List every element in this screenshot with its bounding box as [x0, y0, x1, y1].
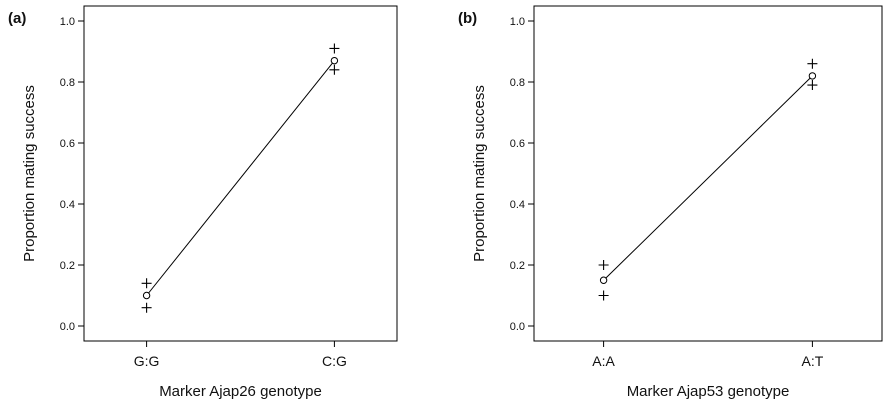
panel-label: (a)	[8, 10, 26, 27]
panel-label: (b)	[458, 10, 477, 27]
x-axis-title: Marker Ajap53 genotype	[627, 383, 790, 400]
x-tick-label: G:G	[134, 353, 160, 369]
y-tick-label: 0.8	[510, 77, 525, 89]
plot-frame	[83, 5, 398, 342]
y-tick-label: 0.2	[60, 260, 75, 272]
y-tick-label: 0.2	[510, 260, 525, 272]
x-tick-label: A:A	[592, 353, 615, 369]
plot-frame	[533, 5, 883, 342]
interval-point	[598, 290, 609, 301]
y-tick-label: 0.0	[510, 321, 525, 333]
mean-point	[808, 72, 817, 80]
y-tick-label: 0.6	[60, 138, 75, 150]
series-line	[146, 60, 335, 296]
interval-point	[598, 260, 609, 270]
mean-point	[599, 276, 608, 284]
interval-point	[807, 80, 818, 91]
y-tick-label: 0.8	[60, 77, 75, 89]
series-line	[603, 75, 813, 281]
y-tick-label: 0.4	[60, 199, 75, 211]
interval-point	[141, 302, 152, 313]
y-tick-label: 0.0	[60, 321, 75, 333]
interval-point	[329, 43, 340, 54]
y-tick-label: 0.6	[510, 138, 525, 150]
x-tick-label: C:G	[322, 353, 347, 369]
y-tick-label: 0.4	[510, 199, 525, 211]
y-axis-title: Proportion mating success	[21, 85, 38, 262]
interval-point	[807, 58, 818, 69]
y-tick-label: 1.0	[510, 16, 525, 28]
mean-point	[330, 56, 339, 65]
x-tick-label: A:T	[802, 353, 824, 369]
y-tick-label: 1.0	[60, 16, 75, 28]
interval-point	[141, 278, 152, 289]
interval-point	[329, 64, 340, 75]
y-axis-title: Proportion mating success	[471, 85, 488, 262]
chart-panel-1: 0.0 0.2 0.4 0.6 0.8 1.0 A:A A:T Marker Ajap53 ge…	[458, 5, 883, 400]
mean-point	[142, 291, 151, 300]
x-axis-title: Marker Ajap26 genotype	[159, 383, 322, 400]
